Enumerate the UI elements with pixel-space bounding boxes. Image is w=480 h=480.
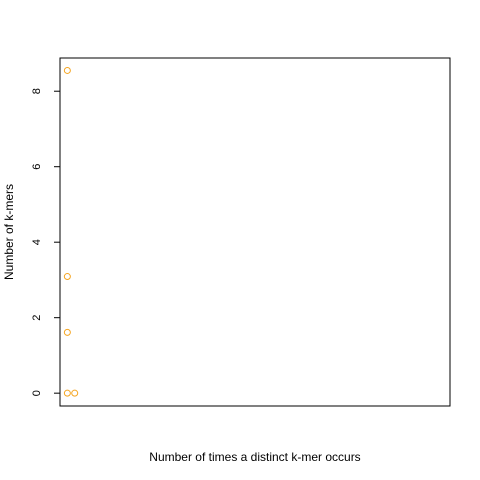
data-point [64, 67, 70, 73]
y-axis-title: Number of k-mers [2, 184, 16, 280]
y-tick-label: 8 [31, 88, 43, 94]
y-axis: 0 2 4 6 8 [31, 88, 60, 396]
data-point [64, 390, 70, 396]
data-point [64, 274, 70, 280]
y-tick-label: 6 [31, 164, 43, 170]
plot-frame [60, 58, 450, 406]
data-point [64, 329, 70, 335]
y-tick-label: 0 [31, 390, 43, 396]
y-tick-label: 4 [31, 239, 43, 245]
data-point [72, 390, 78, 396]
x-axis-title: Number of times a distinct k-mer occurs [149, 450, 360, 464]
data-points [64, 67, 77, 396]
y-tick-label: 2 [31, 315, 43, 321]
